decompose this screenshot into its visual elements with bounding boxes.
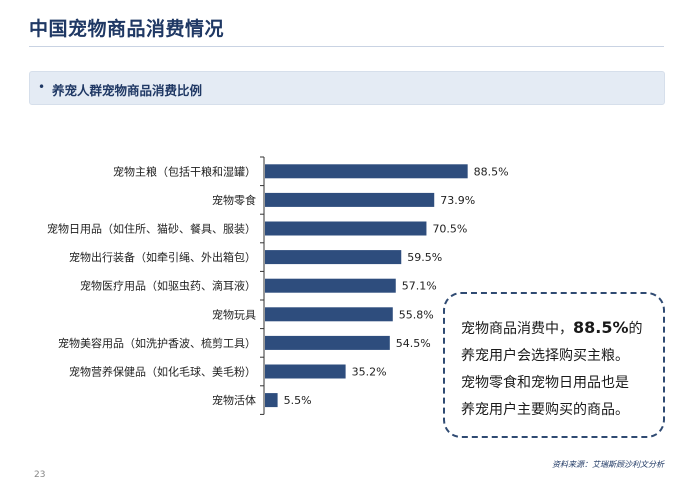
bar	[265, 393, 278, 408]
callout-line-3: 宠物零食和宠物日用品也是	[461, 375, 629, 391]
category-label: 宠物玩具	[212, 307, 256, 321]
value-label: 70.5%	[432, 223, 467, 236]
category-label: 宠物零食	[212, 193, 256, 207]
callout-box: 宠物商品消费中，88.5%的 养宠用户会选择购买主粮。 宠物零食和宠物日用品也是…	[443, 292, 665, 438]
bar	[265, 192, 435, 207]
value-label: 35.2%	[352, 366, 387, 379]
section-header: • 养宠人群宠物商品消费比例	[29, 71, 665, 105]
bar	[265, 307, 393, 322]
category-label: 宠物活体	[212, 393, 256, 407]
category-label: 宠物医疗用品（如驱虫药、滴耳液）	[80, 279, 256, 293]
value-label: 59.5%	[407, 251, 442, 264]
callout-text: 的	[628, 321, 643, 337]
category-label: 宠物营养保健品（如化毛球、美毛粉）	[69, 365, 256, 379]
value-label: 54.5%	[396, 337, 431, 350]
category-label: 宠物主粮（包括干粮和湿罐）	[113, 164, 256, 178]
bar	[265, 278, 396, 293]
bar	[265, 364, 346, 379]
category-label: 宠物日用品（如住所、猫砂、餐具、服装）	[47, 222, 256, 236]
bar	[265, 250, 402, 265]
bar	[265, 335, 390, 350]
value-label: 73.9%	[440, 194, 475, 207]
title-divider	[29, 46, 664, 47]
value-label: 57.1%	[402, 280, 437, 293]
category-label: 宠物美容用品（如洗护香波、梳剪工具）	[58, 336, 256, 350]
callout-line-2: 养宠用户会选择购买主粮。	[461, 348, 629, 364]
callout-highlight-value: 88.5%	[573, 318, 629, 337]
source-note: 资料来源：艾瑞斯顾沙利文分析	[552, 460, 664, 469]
bar	[265, 221, 427, 236]
section-label: 养宠人群宠物商品消费比例	[52, 83, 203, 98]
value-label: 88.5%	[474, 165, 509, 178]
value-label: 55.8%	[399, 308, 434, 321]
page-title: 中国宠物商品消费情况	[29, 18, 225, 40]
callout-text: 宠物商品消费中，	[461, 321, 573, 337]
page-number: 23	[34, 470, 46, 480]
value-label: 5.5%	[284, 394, 312, 407]
bar	[265, 164, 468, 179]
callout-line-1: 宠物商品消费中，88.5%的	[461, 314, 653, 343]
bullet-icon: •	[38, 80, 46, 94]
category-label: 宠物出行装备（如牵引绳、外出箱包）	[69, 250, 256, 264]
callout-line-4: 养宠用户主要购买的商品。	[461, 402, 629, 418]
